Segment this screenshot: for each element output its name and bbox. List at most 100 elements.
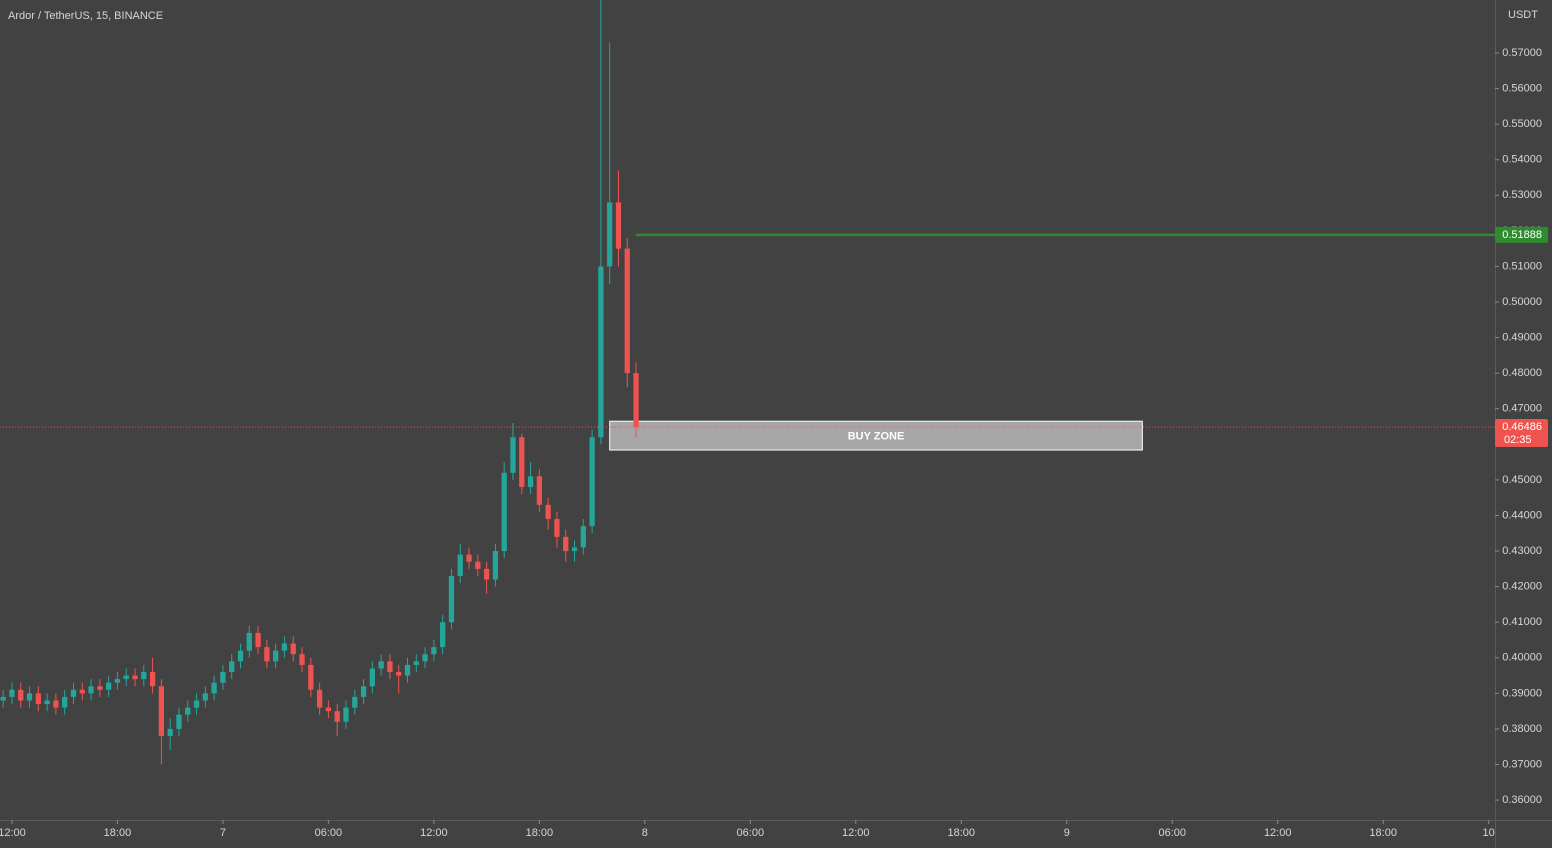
y-tick-label: 0.49000 [1502,332,1542,344]
y-tick-label: 0.56000 [1502,82,1542,94]
candle-body [589,437,595,527]
candle-body [53,700,59,708]
candle-body [580,526,586,548]
candle-body [202,693,208,701]
candle-body [106,682,112,690]
candle-body [633,373,639,427]
y-tick-label: 0.36000 [1502,794,1542,806]
x-tick-label: 8 [642,827,648,839]
y-tick-label: 0.50000 [1502,296,1542,308]
candle-body [237,650,244,662]
candle-body [598,266,604,438]
candle-body [554,519,560,537]
candle-body [308,664,314,690]
y-tick-label: 0.40000 [1502,652,1542,664]
candle-body [44,700,50,705]
buy-zone [609,420,1143,451]
candle-body [193,700,200,708]
candle-body [0,696,6,701]
candle-body [607,202,613,267]
y-tick-label: 0.55000 [1502,118,1542,130]
candle-body [9,689,15,697]
candle-body [149,672,156,687]
x-tick-label: 18:00 [104,827,132,839]
candle-body [457,554,463,576]
candle-body [527,476,534,488]
candle-body [545,504,551,520]
candle-body [316,689,323,708]
candle-body [88,686,94,694]
x-tick-label: 12:00 [0,827,26,839]
y-tick-label: 0.51000 [1502,260,1542,272]
candle-body [378,661,384,669]
x-tick-label: 12:00 [1264,827,1292,839]
candle-body [352,696,358,708]
candle-body [273,650,279,662]
candle-body [519,437,525,488]
candle-body [123,675,129,680]
currency-label: USDT [1508,9,1538,21]
candle-body [483,568,490,580]
candle-body [18,689,24,701]
countdown-label: 02:35 [1504,434,1532,446]
x-tick-label: 12:00 [842,827,870,839]
y-tick-label: 0.38000 [1502,723,1542,735]
y-tick-label: 0.48000 [1502,367,1542,379]
candle-body [211,682,217,694]
candle-body [246,632,252,651]
x-tick-label: 06:00 [737,827,765,839]
candle-body [299,654,305,665]
candle-body [114,679,121,683]
candle-body [475,561,481,569]
y-tick-label: 0.41000 [1502,616,1542,628]
candle-body [176,714,182,729]
candle-body [440,622,446,648]
candle-body [360,686,367,697]
level-price-label: 0.51888 [1502,229,1542,241]
candle-body [343,707,349,722]
level-price-tag [1495,226,1548,243]
candle-body [290,643,296,655]
candle-body [167,728,173,737]
y-tick-label: 0.47000 [1502,403,1542,415]
buy-zone-label: BUY ZONE [848,431,905,443]
candle-body [281,643,288,651]
y-tick-label: 0.43000 [1502,545,1542,557]
candle-body [536,476,542,505]
candle-body [62,696,68,708]
candle-body [229,661,235,673]
chart-title: Ardor / TetherUS, 15, BINANCE [8,10,163,22]
candle-body [158,686,165,737]
x-tick-label: 12:00 [420,827,448,839]
x-tick-label: 9 [1064,827,1070,839]
candle-body [35,693,41,705]
candle-body [220,672,226,683]
candle-body [141,672,147,680]
candle-body [396,672,402,676]
x-tick-label: 06:00 [315,827,343,839]
candle-body [70,689,77,697]
candle-body [404,664,411,676]
candle-body [466,554,472,562]
candle-body [510,437,516,473]
candle-body [185,707,191,715]
candle-body [624,248,630,374]
candle-body [571,547,578,552]
candle-body [492,551,499,580]
candle-body [369,668,375,687]
candle-body [422,654,428,662]
last-price-tag [1495,419,1548,448]
y-tick-label: 0.57000 [1502,47,1542,59]
y-tick-label: 0.53000 [1502,189,1542,201]
x-tick-label: 7 [220,827,226,839]
y-tick-label: 0.54000 [1502,154,1542,166]
candle-body [79,689,85,694]
candle-body [97,686,103,690]
candle-body [387,661,393,673]
candle-body [501,472,507,552]
x-tick-label: 10 [1483,827,1495,839]
x-tick-label: 18:00 [948,827,976,839]
candle-body [413,661,419,665]
candle-body [448,575,455,623]
